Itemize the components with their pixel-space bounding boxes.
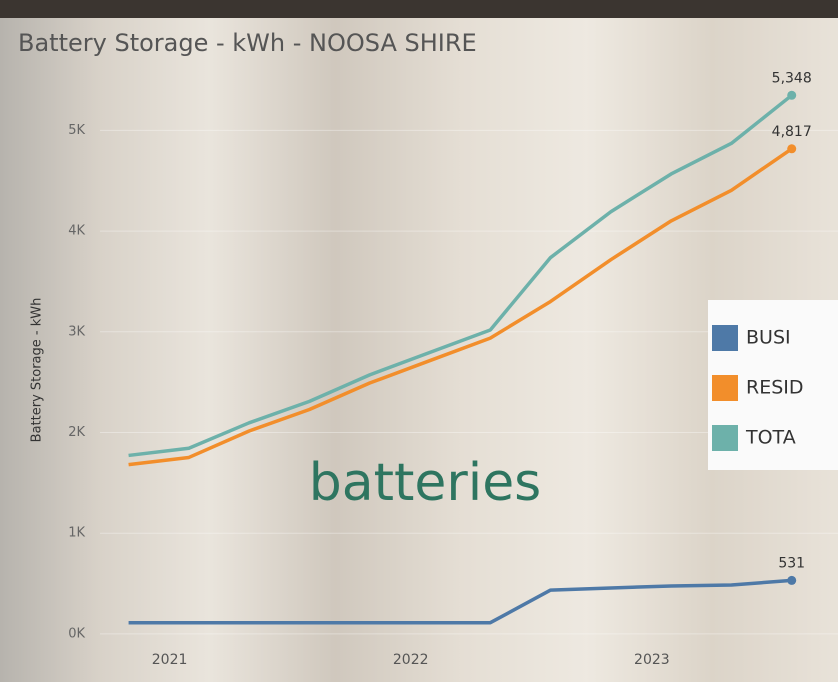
y-tick-label: 1K: [68, 526, 85, 541]
end-point: [787, 91, 796, 100]
end-point: [787, 576, 796, 585]
legend-swatch: [712, 425, 738, 451]
chart: Battery Storage - kWh - NOOSA SHIRE Batt…: [0, 0, 838, 682]
legend-label: RESID: [746, 377, 804, 399]
legend-swatch: [712, 375, 738, 401]
page: Battery Storage - kWh - NOOSA SHIRE Batt…: [0, 0, 838, 682]
y-tick-label: 4K: [68, 224, 85, 239]
chart-title: Battery Storage - kWh - NOOSA SHIRE: [18, 29, 477, 57]
legend: BUSI RESID TOTA: [712, 325, 804, 451]
y-tick-label: 3K: [68, 324, 85, 339]
y-tick-label: 2K: [68, 425, 85, 440]
background-top: [0, 0, 838, 18]
x-tick-label: 2023: [634, 652, 670, 668]
y-axis-label: Battery Storage - kWh: [30, 298, 45, 443]
y-tick-label: 5K: [68, 123, 85, 138]
x-tick-label: 2022: [393, 652, 429, 668]
data-label: 4,817: [772, 124, 812, 140]
legend-swatch: [712, 325, 738, 351]
data-label: 5,348: [772, 70, 812, 86]
legend-label: BUSI: [746, 327, 791, 349]
data-label: 531: [778, 555, 805, 571]
annotation: batteries: [309, 453, 542, 513]
legend-label: TOTA: [745, 427, 796, 449]
x-tick-label: 2021: [152, 652, 188, 668]
y-tick-label: 0K: [68, 626, 85, 641]
end-point: [787, 144, 796, 153]
